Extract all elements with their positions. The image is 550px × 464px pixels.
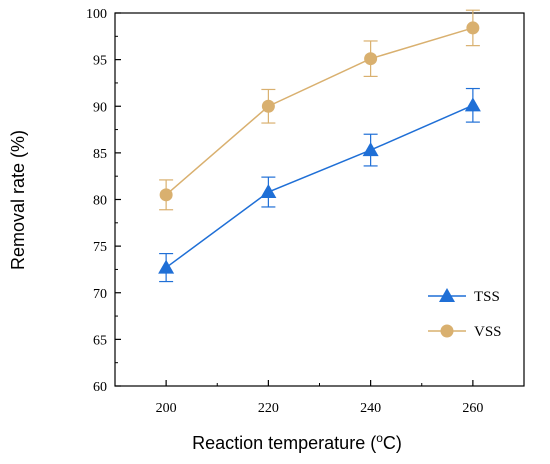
x-tick-label: 260	[462, 401, 483, 416]
legend-item-vss: VSS	[428, 324, 502, 340]
y-tick-label: 60	[93, 380, 107, 395]
series-vss	[159, 9, 480, 211]
legend-marker	[439, 288, 455, 302]
y-tick-label: 95	[93, 54, 107, 69]
y-tick-label: 80	[93, 194, 107, 209]
legend-label: VSS	[474, 324, 502, 340]
data-point-tss	[464, 97, 481, 112]
series-line-vss	[165, 27, 474, 196]
y-tick-label: 85	[93, 147, 107, 162]
plot-area	[114, 12, 525, 387]
y-tick-label: 65	[93, 333, 107, 348]
data-point-tss	[158, 259, 175, 274]
legend-label: TSS	[474, 289, 500, 305]
series-line-tss	[165, 104, 474, 269]
legend-item-tss: TSS	[428, 288, 500, 305]
plot-frame	[114, 12, 525, 387]
legend: TSS VSS	[428, 288, 502, 340]
data-point-vss	[261, 99, 275, 113]
x-axis-title-superscript: o	[376, 431, 383, 445]
data-point-vss	[364, 52, 378, 66]
data-point-vss	[466, 21, 480, 35]
x-axis-title: Reaction temperature (oC)	[192, 431, 402, 453]
y-tick-label: 75	[93, 240, 107, 255]
axis-ticks: 60 65 70 75 80 85 90 95 100 200 220 240 260	[86, 7, 483, 416]
x-tick-label: 200	[156, 401, 177, 416]
legend-marker	[440, 324, 454, 338]
series-group	[158, 9, 481, 283]
data-point-tss	[362, 142, 379, 157]
y-tick-label: 70	[93, 287, 107, 302]
y-tick-label: 100	[86, 7, 107, 22]
x-tick-label: 240	[360, 401, 381, 416]
x-tick-label: 220	[258, 401, 279, 416]
data-point-vss	[159, 188, 173, 202]
y-axis-title: Removal rate (%)	[8, 130, 28, 270]
series-tss	[158, 87, 481, 283]
y-tick-label: 90	[93, 100, 107, 115]
data-point-tss	[260, 184, 277, 199]
